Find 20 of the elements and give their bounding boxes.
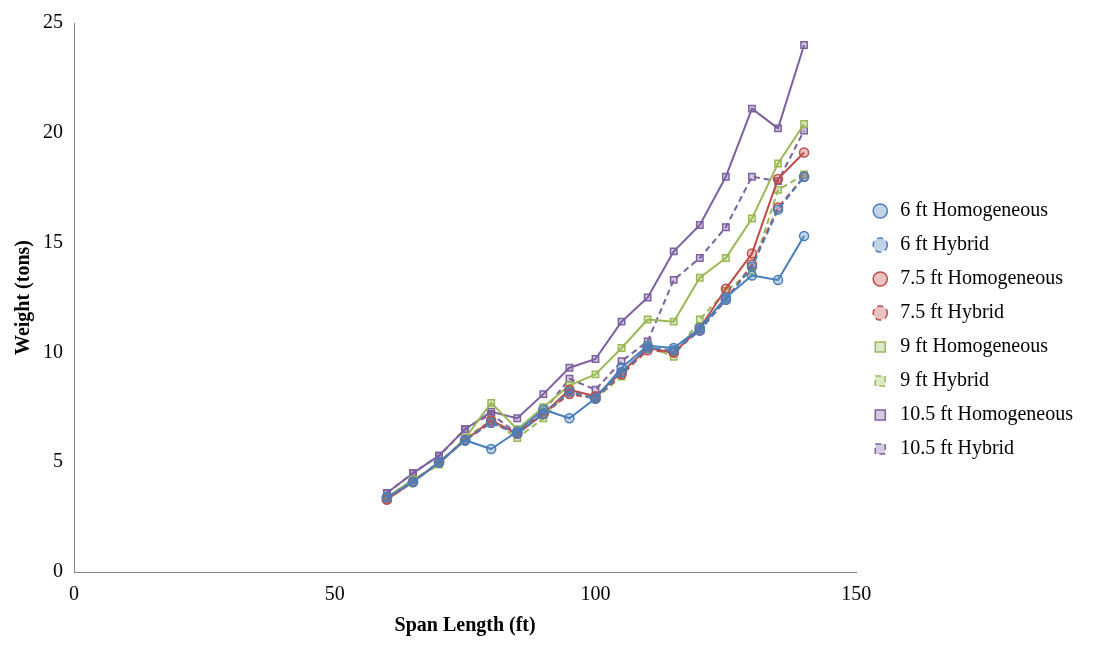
y-tick-label: 5 [53,449,63,472]
x-tick-label: 100 [580,582,611,605]
y-tick-label: 10 [43,339,63,362]
y-tick-label: 20 [43,120,63,143]
legend-label: 7.5 ft Hybrid [900,300,1005,324]
y-axis-title: Weight (tons) [11,240,35,355]
legend-label: 10.5 ft Homogeneous [900,402,1074,426]
legend-label: 6 ft Hybrid [900,232,990,256]
x-tick-label: 50 [324,582,345,605]
legend-label: 10.5 ft Hybrid [900,436,1015,460]
y-tick-label: 15 [43,229,63,252]
legend-label: 9 ft Hybrid [900,368,990,392]
legend-label: 9 ft Homogeneous [900,334,1049,358]
legend-label: 6 ft Homogeneous [900,198,1049,222]
legend-label: 7.5 ft Homogeneous [900,266,1064,290]
x-tick-label: 150 [841,582,872,605]
y-tick-label: 25 [43,10,63,33]
x-axis-title: Span Length (ft) [394,613,536,637]
x-tick-label: 0 [69,582,79,605]
y-tick-label: 0 [53,559,63,582]
